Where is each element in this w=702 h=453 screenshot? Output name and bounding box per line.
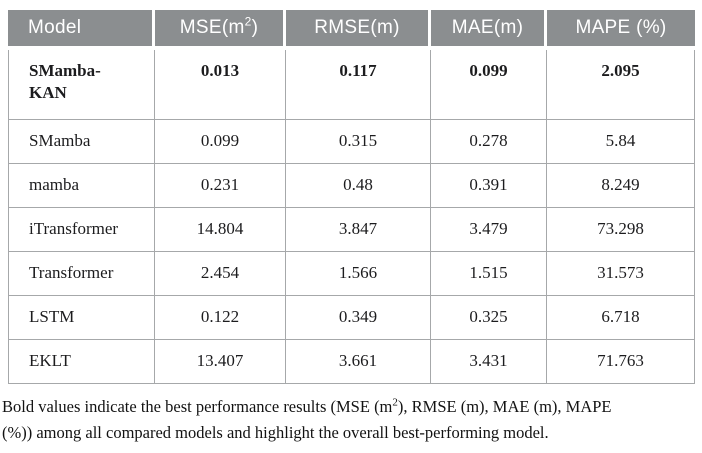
footnote-text-post: ), RMSE (m), MAE (m), MAPE (%)) among al… — [2, 397, 612, 443]
table-row-itransformer: iTransformer 14.804 3.847 3.479 73.298 — [8, 208, 695, 252]
model-name-cell: SMamba- KAN — [8, 50, 155, 120]
table-row-smamba-kan: SMamba- KAN 0.013 0.117 0.099 2.095 — [8, 50, 695, 120]
col-header-rmse: RMSE(m) — [286, 10, 431, 50]
col-header-model: Model — [8, 10, 155, 50]
table-row-transformer: Transformer 2.454 1.566 1.515 31.573 — [8, 252, 695, 296]
rmse-cell: 3.847 — [286, 208, 431, 252]
mse-cell: 14.804 — [155, 208, 286, 252]
header-row: Model MSE(m2) RMSE(m) MAE(m) MAPE (%) — [8, 10, 695, 50]
footnote-superscript-2: 2 — [392, 396, 398, 409]
col-header-mse-text: MSE(m — [179, 17, 245, 38]
table-row-eklt: EKLT 13.407 3.661 3.431 71.763 — [8, 340, 695, 384]
col-header-mse-close: ) — [251, 17, 259, 38]
model-name-cell: LSTM — [8, 296, 155, 340]
mape-cell: 31.573 — [547, 252, 695, 296]
model-name-cell: EKLT — [8, 340, 155, 384]
mape-cell: 2.095 — [547, 50, 695, 120]
mape-cell: 73.298 — [547, 208, 695, 252]
mae-cell: 3.479 — [431, 208, 547, 252]
model-name-cell: SMamba — [8, 120, 155, 164]
mae-cell: 0.278 — [431, 120, 547, 164]
results-table: Model MSE(m2) RMSE(m) MAE(m) MAPE (%) SM… — [8, 10, 695, 384]
rmse-cell: 0.349 — [286, 296, 431, 340]
superscript-2: 2 — [244, 14, 252, 29]
mse-cell: 0.231 — [155, 164, 286, 208]
mae-cell: 0.325 — [431, 296, 547, 340]
mae-cell: 3.431 — [431, 340, 547, 384]
mape-cell: 71.763 — [547, 340, 695, 384]
mse-cell: 0.122 — [155, 296, 286, 340]
model-name-cell: mamba — [8, 164, 155, 208]
rmse-cell: 3.661 — [286, 340, 431, 384]
col-header-mse: MSE(m2) — [155, 10, 286, 50]
mae-cell: 0.391 — [431, 164, 547, 208]
table-row-smamba: SMamba 0.099 0.315 0.278 5.84 — [8, 120, 695, 164]
mape-cell: 8.249 — [547, 164, 695, 208]
col-header-mape: MAPE (%) — [547, 10, 695, 50]
mse-cell: 0.013 — [155, 50, 286, 120]
rmse-cell: 0.48 — [286, 164, 431, 208]
mse-cell: 0.099 — [155, 120, 286, 164]
mae-cell: 0.099 — [431, 50, 547, 120]
table-row-mamba: mamba 0.231 0.48 0.391 8.249 — [8, 164, 695, 208]
mse-cell: 13.407 — [155, 340, 286, 384]
model-name-cell: Transformer — [8, 252, 155, 296]
mae-cell: 1.515 — [431, 252, 547, 296]
mape-cell: 6.718 — [547, 296, 695, 340]
rmse-cell: 1.566 — [286, 252, 431, 296]
footnote-text-pre: Bold values indicate the best performanc… — [2, 397, 393, 416]
model-name-cell: iTransformer — [8, 208, 155, 252]
table-row-lstm: LSTM 0.122 0.349 0.325 6.718 — [8, 296, 695, 340]
mse-cell: 2.454 — [155, 252, 286, 296]
table-footnote: Bold values indicate the best performanc… — [2, 394, 700, 447]
rmse-cell: 0.117 — [286, 50, 431, 120]
col-header-mae: MAE(m) — [431, 10, 547, 50]
rmse-cell: 0.315 — [286, 120, 431, 164]
mape-cell: 5.84 — [547, 120, 695, 164]
